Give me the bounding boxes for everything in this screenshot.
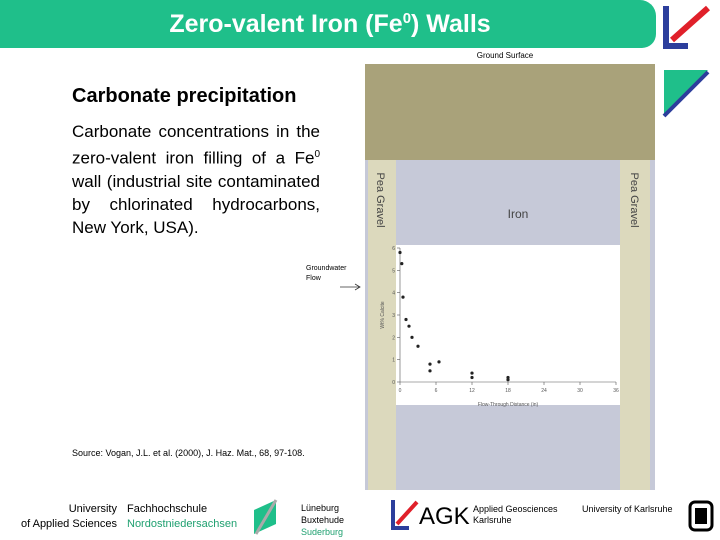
x-tick-label: 30	[577, 388, 583, 394]
x-tick-label: 0	[399, 388, 402, 394]
data-point	[506, 378, 510, 382]
pea-gravel: Pea Gravel	[374, 172, 386, 227]
source: Source: Vogan, J.L. et al. (2000), J. Ha…	[72, 448, 305, 458]
iron-label: Iron	[508, 207, 529, 221]
y-tick-label: 2	[392, 335, 395, 341]
data-point	[470, 375, 474, 380]
y-tick-label: 1	[392, 358, 395, 364]
x-tick-label: 24	[541, 388, 547, 394]
title: Zero-valent Iron (Fe0) Walls	[169, 10, 490, 38]
data-point	[428, 362, 432, 366]
data-point	[428, 369, 432, 373]
y-axis-label: Wt% Calcite	[380, 301, 386, 328]
data-point	[437, 360, 441, 364]
heading: Carbonate precipitation	[72, 85, 296, 107]
footer-text: Lüneburg	[301, 503, 339, 513]
x-tick-label: 36	[613, 388, 619, 394]
flow-label: Flow	[306, 275, 322, 282]
footer-text: Karlsruhe	[473, 515, 512, 525]
flow-arrow	[340, 283, 361, 291]
logo	[662, 5, 710, 118]
data-point	[410, 335, 414, 339]
x-tick-label: 6	[435, 388, 438, 394]
data-point	[401, 295, 405, 299]
header-bar	[0, 0, 656, 48]
x-tick-label: 12	[469, 388, 475, 394]
body-part: Carbonate concentrations in the zero-val…	[72, 122, 320, 168]
y-tick-label: 0	[392, 380, 395, 386]
y-tick-label: 3	[392, 313, 395, 319]
data-point	[400, 262, 404, 266]
data-point	[404, 317, 408, 322]
body-text: Carbonate concentrations in the zero-val…	[72, 120, 320, 239]
data-point	[398, 250, 402, 255]
ground-surface: Ground Surface	[477, 51, 534, 60]
footer-text: of Applied Sciences	[21, 518, 118, 530]
footer: University of Applied Sciences Fachhochs…	[21, 499, 714, 537]
flow-label: Groundwater	[306, 265, 347, 272]
footer-text: Applied Geosciences	[473, 504, 558, 514]
footer-text: University of Karlsruhe	[582, 504, 673, 514]
data-point	[470, 371, 474, 375]
footer-text: University	[69, 503, 118, 515]
body-part: wall (industrial site contaminated by ch…	[72, 171, 320, 237]
footer-text: Fachhochschule	[127, 503, 207, 515]
footer-text: AGK	[419, 503, 470, 530]
pea-gravel: Pea Gravel	[628, 172, 640, 227]
data-point	[416, 344, 420, 348]
y-tick-label: 5	[392, 268, 395, 274]
x-axis-label: Flow-Through Distance (in)	[478, 402, 539, 408]
y-tick-label: 4	[392, 291, 395, 297]
footer-text: Buxtehude	[301, 515, 344, 525]
data-point	[506, 375, 510, 380]
x-tick-label: 18	[505, 388, 511, 394]
footer-text: Suderburg	[301, 527, 343, 537]
figure	[365, 64, 655, 490]
footer-text: Nordostniedersachsen	[127, 518, 237, 530]
y-tick-label: 6	[392, 246, 395, 252]
body-part: 0	[314, 149, 320, 160]
data-point	[407, 324, 411, 328]
